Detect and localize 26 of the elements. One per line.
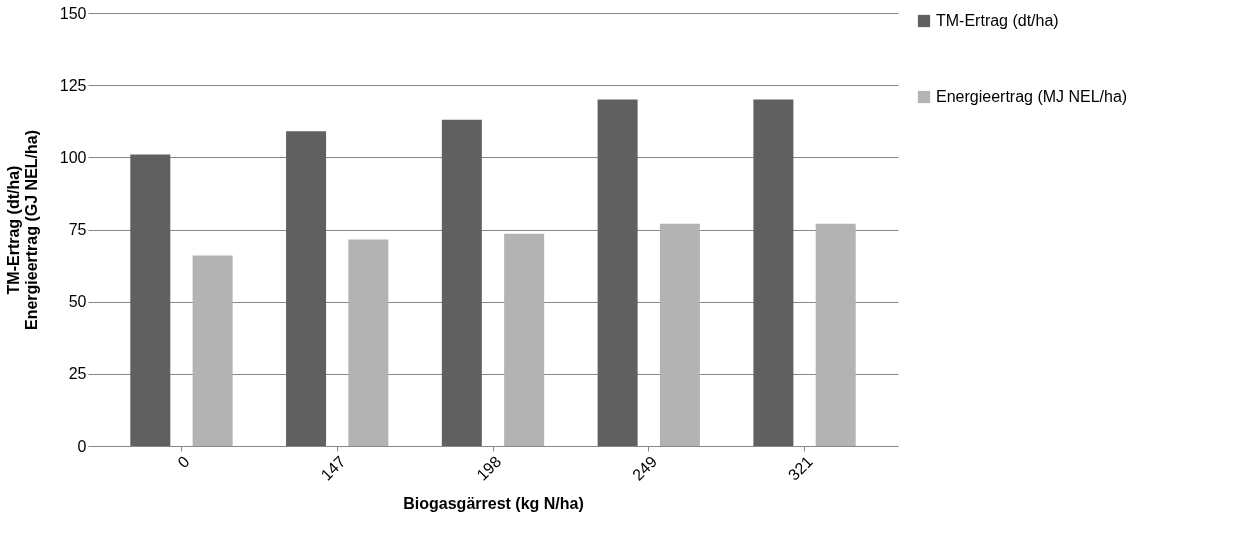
bar — [192, 255, 233, 446]
legend-label: Energieertrag (MJ NEL/ha) — [936, 88, 1128, 105]
bar — [286, 131, 327, 446]
bar — [659, 223, 700, 446]
x-tick-label: 198 — [473, 452, 505, 484]
x-tick-label: 0 — [174, 452, 193, 472]
bar — [753, 99, 794, 446]
legend-label: TM-Ertrag (dt/ha) — [936, 12, 1059, 29]
y-tick-label: 125 — [59, 76, 87, 94]
x-tick-label: 249 — [629, 452, 661, 484]
y-tick-label: 0 — [77, 437, 87, 455]
bar — [441, 119, 482, 446]
y-tick-label: 25 — [68, 365, 87, 383]
bar — [504, 233, 545, 446]
bar — [815, 223, 856, 446]
y-tick-label: 75 — [68, 221, 87, 238]
bar — [597, 99, 638, 446]
x-axis-title: Biogasgärrest (kg N/ha) — [403, 494, 584, 512]
bar — [130, 154, 171, 446]
y-axis-title: TM-Ertrag (dt/ha) Energieertrag (GJ NEL/ha) — [4, 129, 40, 331]
bar — [348, 239, 389, 446]
y-tick-label: 150 — [59, 4, 87, 22]
x-tick-label: 321 — [784, 452, 816, 484]
x-tick-label: 147 — [317, 452, 349, 484]
y-tick-label: 100 — [59, 148, 87, 166]
y-tick-label: 50 — [68, 293, 87, 311]
